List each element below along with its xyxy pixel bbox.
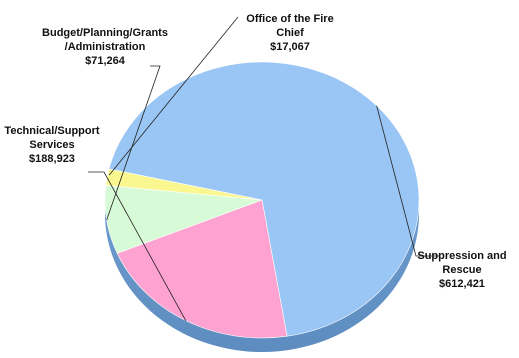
- leader-line-office-of-the-fire-chief: [108, 16, 239, 176]
- leader-line-suppression-and-rescue: [376, 105, 440, 257]
- slice-value-label: $17,067: [270, 41, 310, 53]
- leader-line-budget-planning-grants-administration: [106, 65, 161, 221]
- leader-line-layer: [88, 16, 440, 321]
- slice-value-label: $612,421: [439, 278, 485, 290]
- label-layer: Suppression and Rescue $612,421 Technical/S…: [4, 13, 506, 290]
- slice-name-label: Suppression and: [417, 250, 506, 262]
- slice-name-label: Services: [29, 139, 74, 151]
- slice-name-label: Office of the Fire: [246, 13, 333, 25]
- slice-label-suppression-and-rescue: Suppression and Rescue $612,421: [417, 250, 506, 290]
- slice-name-label: /Administration: [65, 41, 146, 53]
- slice-label-technical-support-services: Technical/Support Services $188,923: [4, 125, 99, 165]
- slice-name-label: Rescue: [442, 264, 481, 276]
- pie-slice-layer: [104, 61, 420, 339]
- leader-line-technical-support-services: [88, 171, 187, 321]
- slice-name-label: Budget/Planning/Grants: [42, 27, 168, 39]
- slice-label-office-of-the-fire-chief: Office of the Fire Chief $17,067: [246, 13, 333, 53]
- slice-value-label: $188,923: [29, 153, 75, 165]
- pie-slice-suppression-and-rescue: [108, 61, 420, 337]
- slice-value-label: $71,264: [85, 55, 126, 67]
- slice-name-label: Chief: [276, 27, 304, 39]
- slice-label-budget-planning-grants-administration: Budget/Planning/Grants/Administration $71…: [42, 27, 168, 67]
- slice-name-label: Technical/Support: [4, 125, 99, 137]
